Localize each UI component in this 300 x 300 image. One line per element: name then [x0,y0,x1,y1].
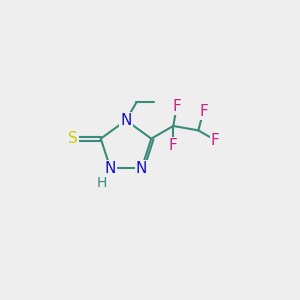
Text: F: F [172,99,181,114]
Text: H: H [97,176,107,190]
Text: S: S [68,131,78,146]
Text: F: F [199,104,208,119]
Text: N: N [120,113,132,128]
Text: N: N [105,161,116,176]
Text: F: F [169,138,178,153]
Text: F: F [211,133,220,148]
Text: N: N [136,161,147,176]
